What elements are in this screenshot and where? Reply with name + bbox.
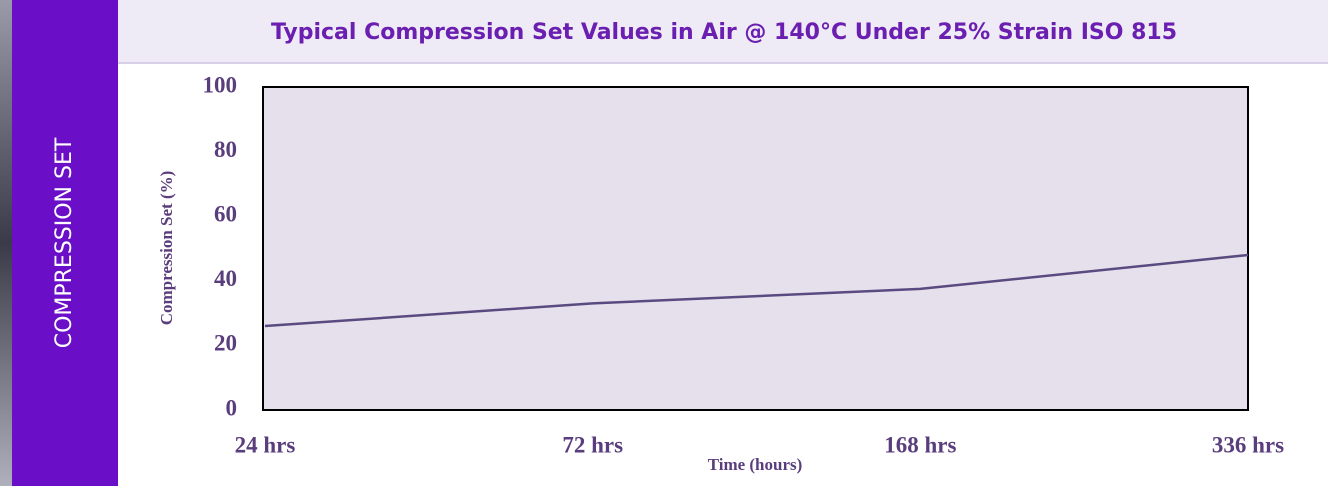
x-axis-label: Time (hours)	[708, 455, 803, 474]
data-line	[264, 253, 1249, 328]
x-tick-label: 72 hrs	[562, 432, 623, 457]
background-photo	[0, 0, 12, 486]
y-tick-label: 80	[214, 137, 237, 162]
y-tick-label: 0	[226, 395, 238, 420]
title-bar	[118, 0, 1328, 62]
chart-title: Typical Compression Set Values in Air @ …	[271, 20, 1177, 45]
y-tick-label: 40	[214, 266, 237, 291]
sidebar	[12, 0, 118, 486]
y-tick-label: 20	[214, 331, 237, 356]
x-tick-label: 24 hrs	[235, 432, 296, 457]
plot-area	[262, 86, 1249, 411]
y-axis-label: Compression Set (%)	[157, 171, 176, 326]
x-tick-label: 336 hrs	[1212, 432, 1284, 457]
sidebar-label: COMPRESSION SET	[52, 137, 77, 348]
x-tick-label: 168 hrs	[884, 432, 956, 457]
y-tick-label: 60	[214, 201, 237, 226]
y-tick-label: 100	[203, 72, 238, 97]
